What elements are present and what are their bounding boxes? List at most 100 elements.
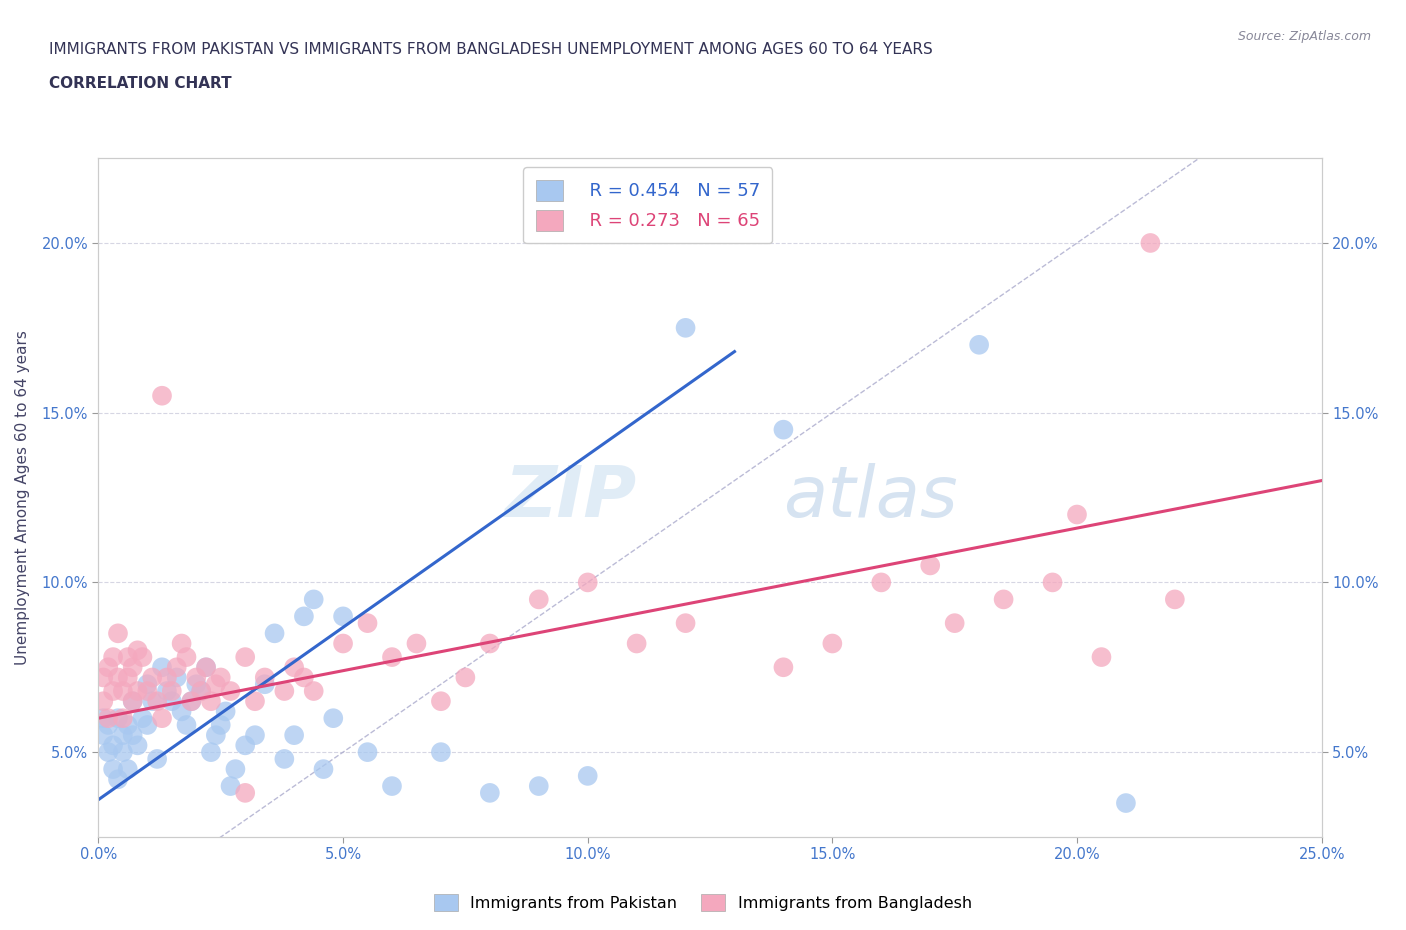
Point [283, 727, 305, 742]
Text: ZIP: ZIP [505, 463, 637, 532]
Text: atlas: atlas [783, 463, 957, 532]
Text: CORRELATION CHART: CORRELATION CHART [49, 76, 232, 91]
Point [332, 636, 354, 651]
Point [150, 389, 173, 404]
Point [107, 670, 129, 684]
Point [312, 762, 335, 777]
Point [224, 762, 246, 777]
Text: IMMIGRANTS FROM PAKISTAN VS IMMIGRANTS FROM BANGLADESH UNEMPLOYMENT AMONG AGES 6: IMMIGRANTS FROM PAKISTAN VS IMMIGRANTS F… [49, 42, 934, 57]
Text: Source: ZipAtlas.com: Source: ZipAtlas.com [1237, 30, 1371, 43]
Point [190, 684, 212, 698]
Point [195, 660, 218, 675]
Point [1115, 796, 1137, 811]
Point [943, 616, 966, 631]
Point [253, 677, 276, 692]
Point [283, 660, 305, 675]
Point [967, 338, 990, 352]
Point [121, 660, 143, 675]
Point [127, 684, 149, 698]
Point [273, 684, 295, 698]
Point [1139, 235, 1161, 250]
Point [920, 558, 942, 573]
Point [107, 711, 129, 725]
Point [527, 592, 550, 607]
Point [200, 694, 222, 709]
Point [127, 643, 149, 658]
Point [136, 718, 159, 733]
Point [214, 704, 236, 719]
Point [91, 670, 114, 684]
Point [190, 684, 212, 698]
Point [205, 727, 228, 742]
Point [170, 636, 193, 651]
Point [821, 636, 844, 651]
Point [166, 670, 188, 684]
Point [186, 670, 208, 684]
Point [131, 711, 153, 725]
Point [91, 694, 114, 709]
Point [180, 694, 202, 709]
Point [243, 694, 266, 709]
Point [478, 786, 501, 801]
Point [117, 670, 139, 684]
Point [233, 737, 256, 752]
Point [97, 711, 120, 725]
Point [381, 778, 404, 793]
Point [141, 670, 163, 684]
Point [146, 751, 169, 766]
Point [111, 711, 134, 725]
Legend: Immigrants from Pakistan, Immigrants from Bangladesh: Immigrants from Pakistan, Immigrants fro… [427, 887, 979, 917]
Point [243, 727, 266, 742]
Point [200, 745, 222, 760]
Point [209, 670, 232, 684]
Point [176, 650, 198, 665]
Y-axis label: Unemployment Among Ages 60 to 64 years: Unemployment Among Ages 60 to 64 years [15, 330, 31, 665]
Point [160, 684, 183, 698]
Point [626, 636, 648, 651]
Point [150, 660, 173, 675]
Point [136, 684, 159, 698]
Point [209, 718, 232, 733]
Point [117, 762, 139, 777]
Point [101, 684, 124, 698]
Point [263, 626, 285, 641]
Point [1090, 650, 1112, 665]
Point [117, 718, 139, 733]
Point [322, 711, 344, 725]
Point [121, 694, 143, 709]
Point [405, 636, 427, 651]
Point [180, 694, 202, 709]
Point [97, 660, 120, 675]
Point [576, 575, 599, 590]
Point [356, 616, 378, 631]
Point [97, 745, 120, 760]
Point [170, 704, 193, 719]
Point [233, 786, 256, 801]
Point [576, 768, 599, 783]
Point [233, 650, 256, 665]
Point [107, 772, 129, 787]
Point [156, 670, 179, 684]
Legend:   R = 0.454   N = 57,   R = 0.273   N = 65: R = 0.454 N = 57, R = 0.273 N = 65 [523, 167, 772, 243]
Point [292, 670, 315, 684]
Point [111, 745, 134, 760]
Point [146, 694, 169, 709]
Point [205, 677, 228, 692]
Point [772, 422, 794, 437]
Point [150, 711, 173, 725]
Point [292, 609, 315, 624]
Point [141, 694, 163, 709]
Point [527, 778, 550, 793]
Point [675, 321, 697, 336]
Point [131, 650, 153, 665]
Point [121, 727, 143, 742]
Point [302, 684, 325, 698]
Point [101, 650, 124, 665]
Point [993, 592, 1015, 607]
Point [454, 670, 477, 684]
Point [772, 660, 794, 675]
Point [1042, 575, 1064, 590]
Point [186, 677, 208, 692]
Point [101, 737, 124, 752]
Point [195, 660, 218, 675]
